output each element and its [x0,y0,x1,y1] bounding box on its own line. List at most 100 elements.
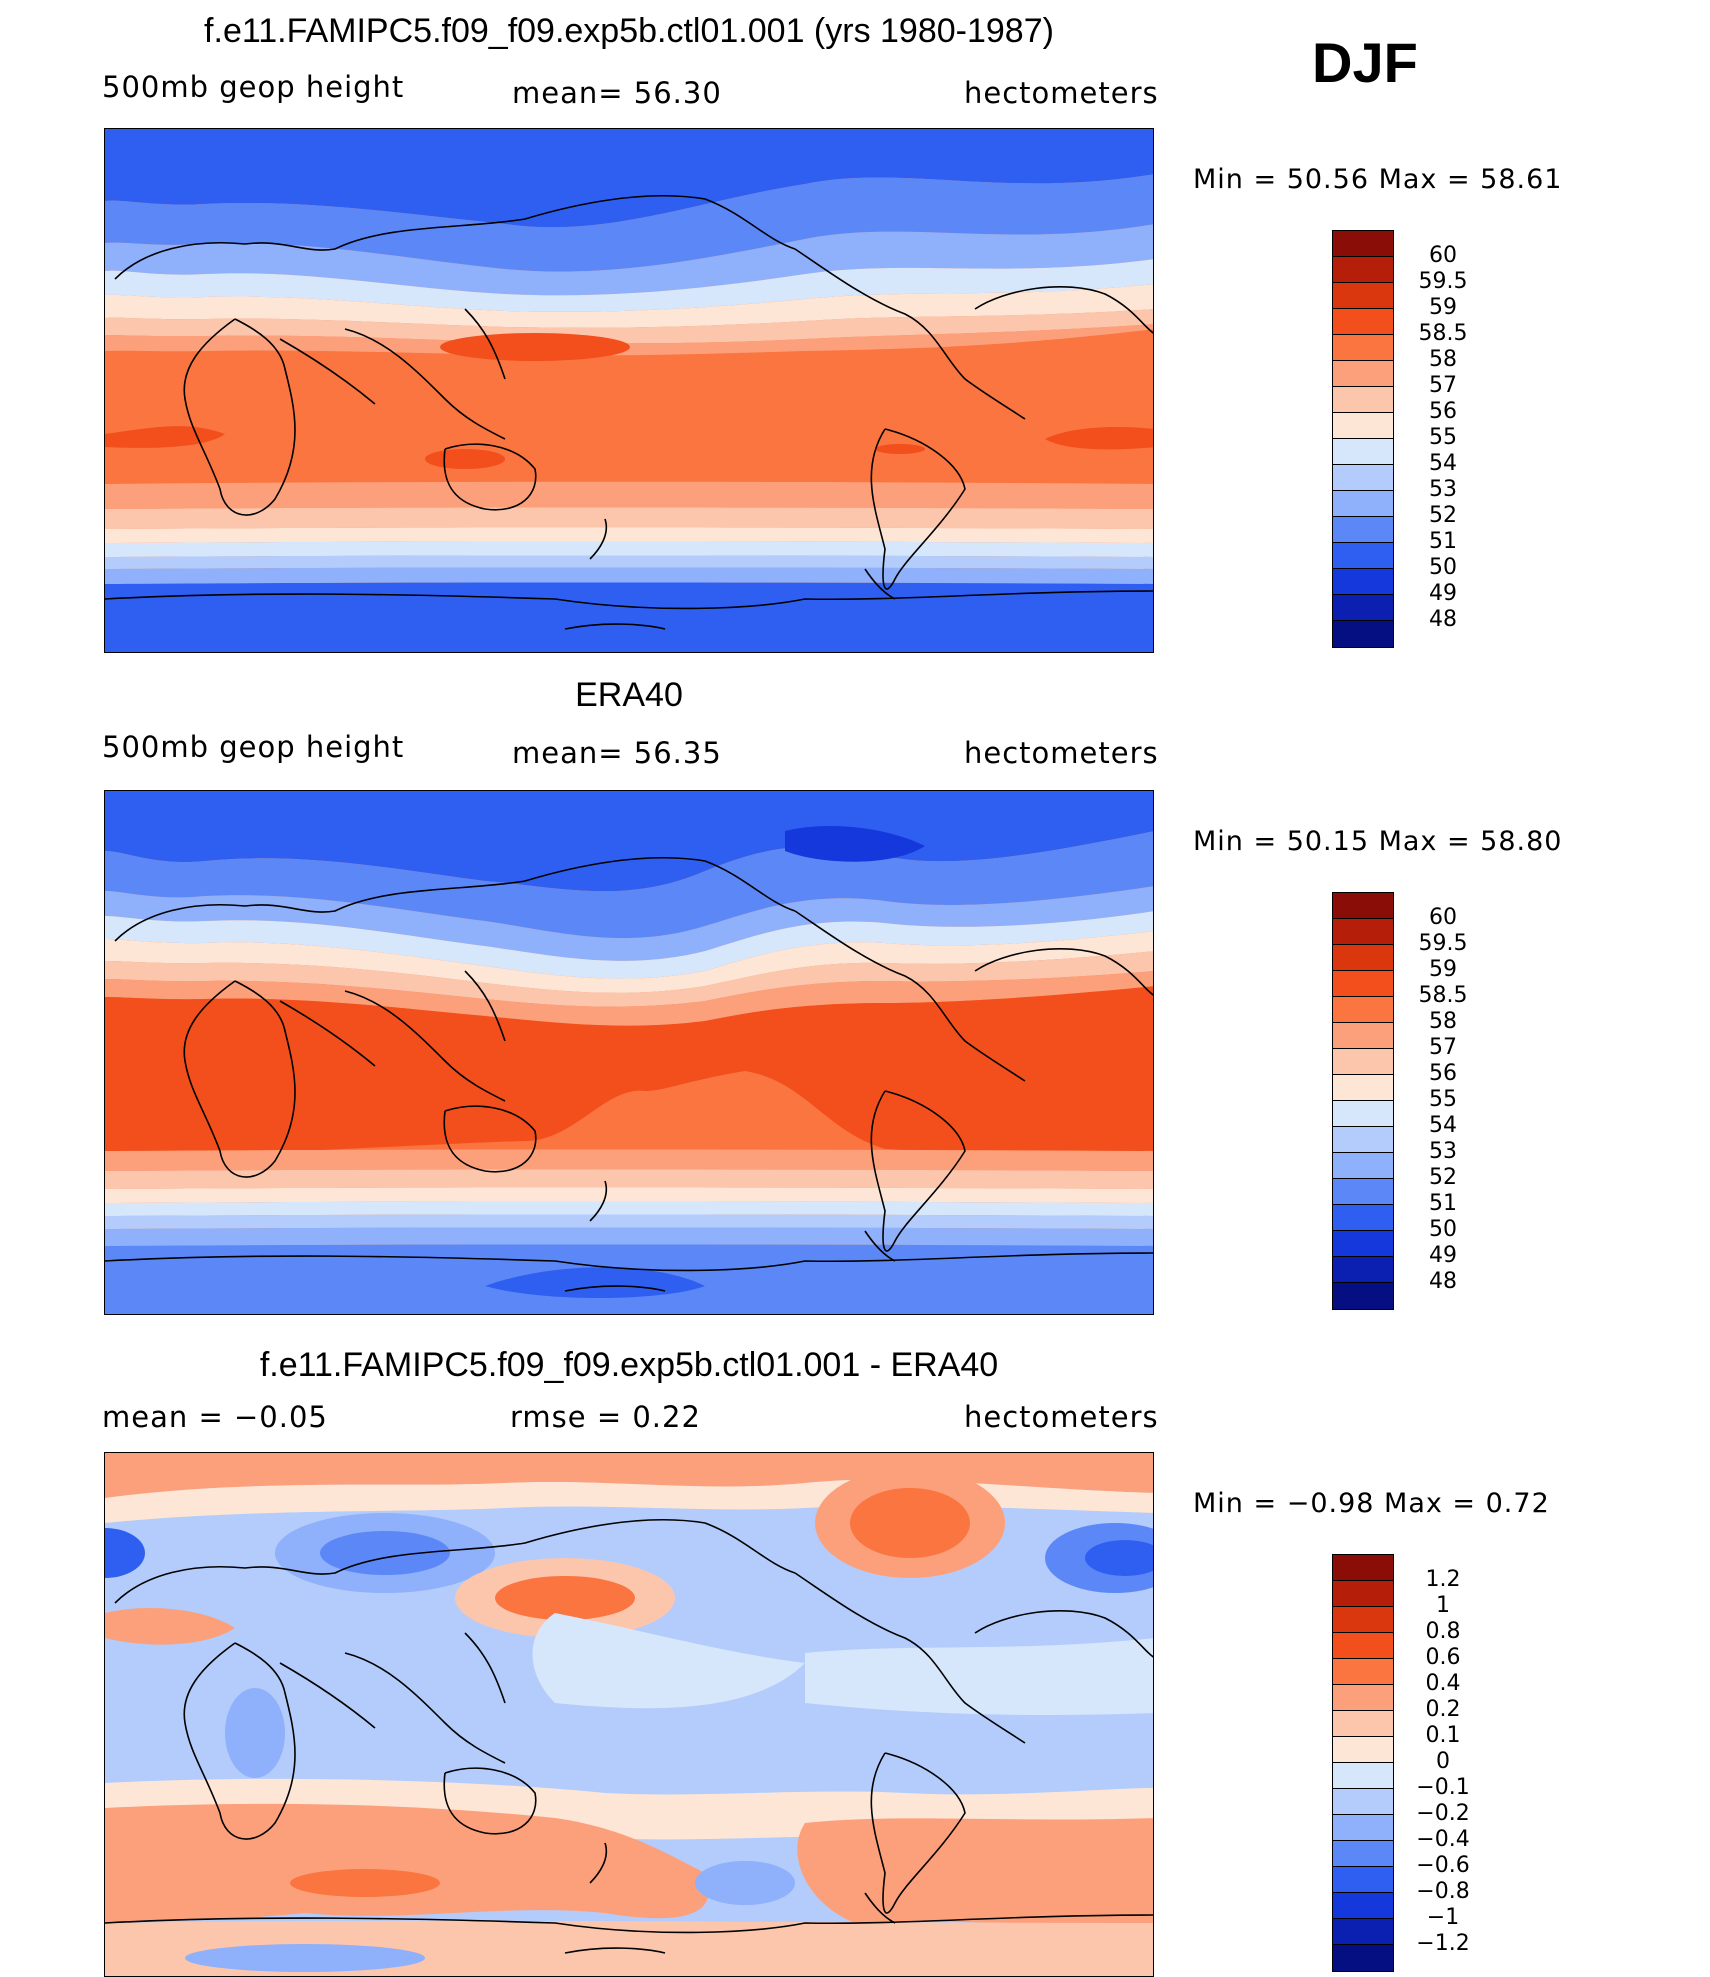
panel-3-pacific-max-inner [495,1576,635,1620]
panel-3-colorbar-label: 0.1 [1425,1723,1461,1748]
panel-2-colorbar-swatch [1333,1179,1393,1205]
panel-3-colorbar-swatch [1333,1789,1393,1815]
panel-3-units-label: hectometers [964,1400,1159,1434]
panel-2-colorbar-swatch [1333,997,1393,1023]
panel-1-colorbar-label: 59 [1429,295,1457,320]
panel-1-band-n6 [105,309,1153,344]
panel-1-band-s1 [105,481,1153,509]
panel-2-colorbar-label: 58.5 [1418,983,1468,1008]
panel-2-band-s1 [105,1149,1153,1171]
panel-3-coastlines [105,1518,1153,1954]
panel-2-band-s2 [105,1169,1153,1189]
panel-3-colorbar-swatch [1333,1867,1393,1893]
panel-3-colorbar-label: −0.8 [1416,1879,1470,1904]
panel-3-south-max-west [105,1803,709,1923]
panel-1-colorbar-swatch [1333,595,1393,621]
panel-3-rmse-label: rmse = 0.22 [510,1400,701,1434]
panel-2-colorbar [1332,892,1394,1310]
panel-2-colorbar-swatch [1333,1283,1393,1309]
panel-2-colorbar-swatch [1333,945,1393,971]
panel-2-tropical-max [105,986,1153,1153]
panel-1-colorbar-swatch [1333,439,1393,465]
panel-1-colorbar-label: 59.5 [1418,269,1468,294]
panel-1-colorbar-label: 56 [1429,399,1457,424]
panel-2-colorbar-swatch [1333,971,1393,997]
panel-2-mean-label: mean= 56.35 [512,736,722,770]
panel-1-mean-label: mean= 56.30 [512,76,722,110]
panel-1-minmax: Min = 50.56 Max = 58.61 [1193,164,1563,195]
panel-3-colorbar-label: −1 [1426,1905,1460,1930]
panel-1-colorbar-label: 55 [1429,425,1457,450]
panel-3-south-min [695,1861,795,1905]
panel-3-mean-label: mean = −0.05 [102,1400,328,1434]
panel-2-colorbar-label: 48 [1429,1269,1457,1294]
panel-1-band-s4 [105,541,1153,557]
panel-3-colorbar-label: 0.4 [1425,1671,1461,1696]
panel-2-colorbar-label: 49 [1429,1243,1457,1268]
panel-2-band-n3 [105,886,1153,961]
panel-3-colorbar-swatch [1333,1581,1393,1607]
panel-2-colorbar-swatch [1333,1101,1393,1127]
panel-3-colorbar-swatch [1333,1685,1393,1711]
panel-3-colorbar-swatch [1333,1763,1393,1789]
panel-3-colorbar-swatch [1333,1737,1393,1763]
panel-3-pacific-light [532,1613,805,1709]
season-label: DJF [1312,31,1418,94]
panel-3-eurasia-min-inner [320,1531,450,1575]
panel-2-colorbar-swatch [1333,1075,1393,1101]
panel-3-arctic-positive [105,1453,1153,1498]
panel-1-colorbar-swatch [1333,517,1393,543]
panel-3-colorbar-label: 0 [1436,1749,1450,1774]
panel-2-colorbar-label: 54 [1429,1113,1457,1138]
panel-2-band-s5 [105,1214,1153,1229]
panel-3-antarctic-min [185,1944,425,1972]
panel-1-colorbar-label: 51 [1429,529,1457,554]
panel-3-south-max-east [797,1818,1153,1925]
panel-3-colorbar-swatch [1333,1945,1393,1971]
panel-2-band-n1 [105,791,1153,892]
panel-3-colorbar-swatch [1333,1893,1393,1919]
panel-2-units-label: hectometers [964,736,1159,770]
panel-1-colorbar-label: 58 [1429,347,1457,372]
panel-2-colorbar-swatch [1333,1205,1393,1231]
panel-1-colorbar-label: 57 [1429,373,1457,398]
panel-2-band-s3 [105,1187,1153,1203]
panel-1-band-n4 [105,259,1153,312]
panel-1-units-label: hectometers [964,76,1159,110]
panel-1-band-s6 [105,567,1153,584]
panel-1-colorbar-swatch [1333,465,1393,491]
panel-3-colorbar-label: −0.1 [1416,1775,1470,1800]
panel-3-colorbar-swatch [1333,1633,1393,1659]
panel-1-colorbar-swatch [1333,491,1393,517]
panel-1-colorbar-label: 58.5 [1418,321,1468,346]
panel-1-colorbar-label: 52 [1429,503,1457,528]
panel-1-colorbar-swatch [1333,283,1393,309]
panel-2-colorbar-label: 58 [1429,1009,1457,1034]
panel-1-map-svg [105,129,1153,652]
panel-3-colorbar-swatch [1333,1607,1393,1633]
panel-3-colorbar-swatch [1333,1815,1393,1841]
panel-2-arctic-min [785,826,925,862]
panel-3-map-svg [105,1453,1153,1976]
panel-1-colorbar [1332,230,1394,648]
panel-2-colorbar-label: 52 [1429,1165,1457,1190]
panel-1-colorbar-label: 53 [1429,477,1457,502]
panel-1-max-blob-5 [875,444,925,454]
panel-2-colorbar-label: 59.5 [1418,931,1468,956]
panel-1-colorbar-swatch [1333,361,1393,387]
panel-2-band-n6 [105,951,1153,1007]
panel-1-band-n3 [105,224,1153,296]
panel-3-minmax: Min = −0.98 Max = 0.72 [1193,1488,1550,1519]
panel-2-band-s4 [105,1201,1153,1216]
panel-3-colorbar-label: −0.4 [1416,1827,1470,1852]
panel-2-colorbar-swatch [1333,1257,1393,1283]
panel-1-band-s5 [105,555,1153,569]
panel-2-colorbar-label: 57 [1429,1035,1457,1060]
panel-3-colorbar-swatch [1333,1841,1393,1867]
panel-3-colorbar-swatch [1333,1659,1393,1685]
panel-1-colorbar-swatch [1333,413,1393,439]
panel-3-canada-max-inner [850,1488,970,1558]
panel-2-colorbar-swatch [1333,1153,1393,1179]
panel-1-colorbar-label: 60 [1429,243,1457,268]
panel-2-colorbar-swatch [1333,1023,1393,1049]
